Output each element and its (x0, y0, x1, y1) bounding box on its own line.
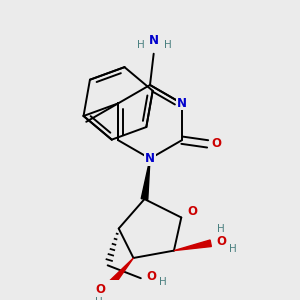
Text: N: N (177, 97, 187, 110)
Text: H: H (159, 277, 167, 287)
Text: N: N (145, 152, 155, 165)
Text: H: H (164, 40, 172, 50)
Text: H: H (229, 244, 237, 254)
Text: O: O (187, 206, 197, 218)
Text: O: O (146, 270, 156, 283)
Text: N: N (149, 34, 159, 47)
Text: H: H (217, 224, 225, 233)
Polygon shape (174, 240, 212, 250)
Text: H: H (94, 297, 102, 300)
Text: O: O (216, 235, 226, 248)
Polygon shape (141, 159, 150, 200)
Text: O: O (212, 137, 222, 150)
Polygon shape (109, 258, 134, 286)
Text: O: O (95, 283, 105, 296)
Text: H: H (137, 40, 145, 50)
